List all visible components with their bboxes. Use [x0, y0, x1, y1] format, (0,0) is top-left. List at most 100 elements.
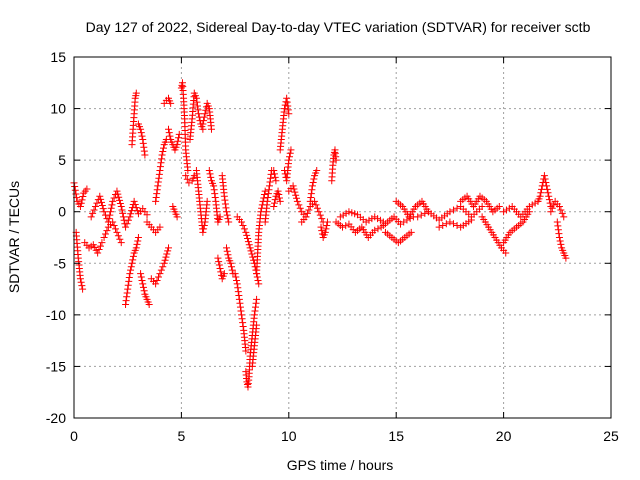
x-tick-label: 25	[603, 428, 619, 444]
data-point-marker	[244, 238, 252, 246]
data-point-marker	[133, 240, 141, 248]
data-point-marker	[156, 166, 164, 174]
data-point-marker	[239, 319, 247, 327]
y-tick-label: 5	[58, 152, 66, 168]
data-point-marker	[291, 188, 299, 196]
data-point-marker	[289, 182, 297, 190]
data-point-marker	[558, 209, 566, 217]
data-point-marker	[216, 264, 224, 272]
data-point-marker	[442, 220, 450, 228]
data-point-marker	[123, 289, 131, 297]
data-point-marker	[271, 196, 279, 204]
data-point-marker	[547, 208, 555, 216]
data-point-marker	[160, 259, 168, 267]
data-point-marker	[139, 283, 147, 291]
data-point-marker	[313, 166, 321, 174]
data-point-marker	[414, 213, 422, 221]
data-point-marker	[110, 221, 118, 229]
data-point-marker	[237, 307, 245, 315]
data-point-marker	[272, 177, 280, 185]
data-point-marker	[207, 125, 215, 133]
data-point-marker	[125, 273, 133, 281]
data-point-marker	[543, 185, 551, 193]
data-point-marker	[95, 246, 103, 254]
data-point-marker	[154, 178, 162, 186]
data-point-marker	[446, 208, 454, 216]
data-point-marker	[305, 206, 313, 214]
y-tick-label: 15	[50, 49, 66, 65]
data-point-marker	[545, 196, 553, 204]
data-point-marker	[243, 231, 251, 239]
data-point-marker	[217, 268, 225, 276]
data-point-marker	[227, 259, 235, 267]
data-point-marker	[131, 200, 139, 208]
x-axis-label: GPS time / hours	[287, 457, 394, 473]
data-point-marker	[164, 247, 172, 255]
data-point-marker	[118, 206, 126, 214]
data-point-marker	[140, 143, 148, 151]
data-point-marker	[371, 226, 379, 234]
data-point-marker	[159, 148, 167, 156]
data-point-marker	[276, 197, 284, 205]
data-point-marker	[137, 129, 145, 137]
data-point-marker	[153, 186, 161, 194]
data-point-marker	[376, 216, 384, 224]
data-point-marker	[194, 106, 202, 114]
data-point-marker	[99, 205, 107, 213]
data-point-marker	[548, 204, 556, 212]
data-point-marker	[153, 276, 161, 284]
data-point-marker	[127, 266, 135, 274]
data-point-marker	[321, 228, 329, 236]
data-point-marker	[78, 282, 86, 290]
data-point-marker	[266, 178, 274, 186]
data-point-marker	[102, 230, 110, 238]
data-point-marker	[254, 276, 262, 284]
data-point-marker	[238, 311, 246, 319]
data-point-marker	[116, 196, 124, 204]
data-point-marker	[556, 237, 564, 245]
data-point-marker	[157, 159, 165, 167]
data-point-marker	[97, 198, 105, 206]
data-point-marker	[126, 213, 134, 221]
data-point-marker	[239, 322, 247, 330]
data-point-marker	[374, 225, 382, 233]
data-point-marker	[284, 106, 292, 114]
data-point-marker	[119, 213, 127, 221]
data-point-marker	[103, 227, 111, 235]
data-point-marker	[253, 321, 261, 329]
data-point-marker	[139, 139, 147, 147]
data-points	[70, 79, 570, 391]
x-tick-label: 10	[281, 428, 297, 444]
y-tick-label: 10	[50, 101, 66, 117]
data-point-marker	[223, 244, 231, 252]
data-point-marker	[163, 250, 171, 258]
data-point-marker	[77, 278, 85, 286]
data-point-marker	[339, 223, 346, 231]
data-point-marker	[156, 223, 164, 231]
data-point-marker	[128, 259, 136, 267]
data-point-marker	[123, 220, 131, 228]
data-point-marker	[555, 234, 563, 241]
data-point-marker	[215, 258, 223, 266]
data-point-marker	[98, 239, 106, 247]
data-point-marker	[365, 216, 373, 224]
data-point-marker	[109, 218, 117, 226]
data-point-marker	[240, 225, 248, 233]
data-point-marker	[160, 144, 167, 152]
plot-frame	[73, 56, 612, 419]
data-point-marker	[284, 102, 292, 110]
data-point-marker	[124, 285, 132, 293]
data-point-marker	[228, 263, 236, 271]
data-point-marker	[199, 120, 207, 128]
data-point-marker	[127, 210, 135, 218]
data-point-marker	[166, 132, 174, 140]
data-point-marker	[114, 190, 122, 198]
data-point-marker	[495, 203, 503, 211]
data-point-marker	[342, 222, 350, 230]
data-point-marker	[555, 203, 563, 211]
data-point-marker	[83, 185, 91, 193]
grid-lines	[74, 57, 611, 418]
data-point-marker	[93, 199, 101, 207]
data-point-marker	[100, 234, 108, 241]
data-point-marker	[124, 216, 132, 224]
